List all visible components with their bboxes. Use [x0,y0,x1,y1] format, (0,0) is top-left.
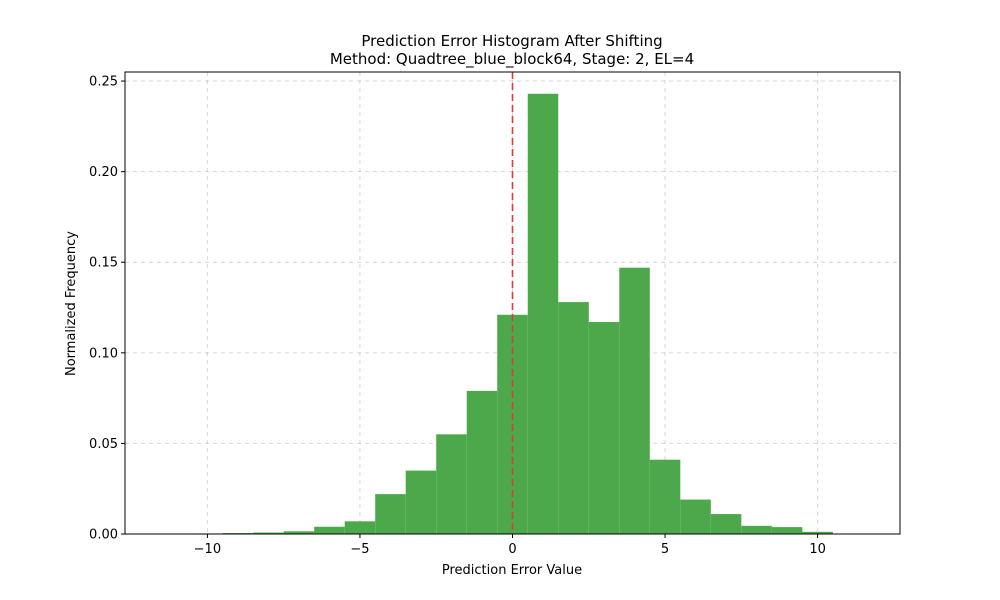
histogram-bar [253,532,284,534]
histogram-bar [588,322,620,534]
x-tick-label: 5 [661,542,669,557]
histogram-bar [680,499,711,534]
histogram-bar [710,514,742,534]
histogram-bar [375,494,406,534]
y-tick-label: 0.10 [89,346,118,361]
histogram-bar [771,527,803,534]
x-tick-label: −10 [194,542,221,557]
histogram-bar [466,390,498,534]
bars-layer [192,93,833,534]
histogram-bar [405,470,437,534]
x-tick-label: 10 [809,542,826,557]
histogram-bar [619,267,650,534]
histogram-bar [649,459,681,534]
y-tick-label: 0.15 [89,256,118,271]
histogram-bar [283,531,315,534]
histogram-bar [741,525,772,534]
x-axis-label: Prediction Error Value [442,563,582,578]
y-tick-label: 0.20 [89,165,118,180]
chart-title: Prediction Error Histogram After Shiftin… [361,32,662,50]
x-tick-label: −5 [350,542,369,557]
histogram-bar [344,521,376,534]
y-tick-label: 0.25 [89,75,118,90]
y-axis: 0.00 0.05 0.10 0.15 0.20 0.25 [89,75,125,543]
histogram-bar [802,531,833,534]
histogram-bar [558,302,589,534]
x-tick-label: 0 [508,542,516,557]
histogram-bar [314,526,345,534]
chart-subtitle: Method: Quadtree_blue_block64, Stage: 2,… [330,50,694,69]
x-axis: −10 −5 0 5 10 [194,534,826,557]
histogram-bar [436,434,467,534]
y-tick-label: 0.00 [89,528,118,543]
histogram-bar [527,93,559,534]
y-tick-label: 0.05 [89,437,118,452]
y-axis-label: Normalized Frequency [64,231,79,376]
